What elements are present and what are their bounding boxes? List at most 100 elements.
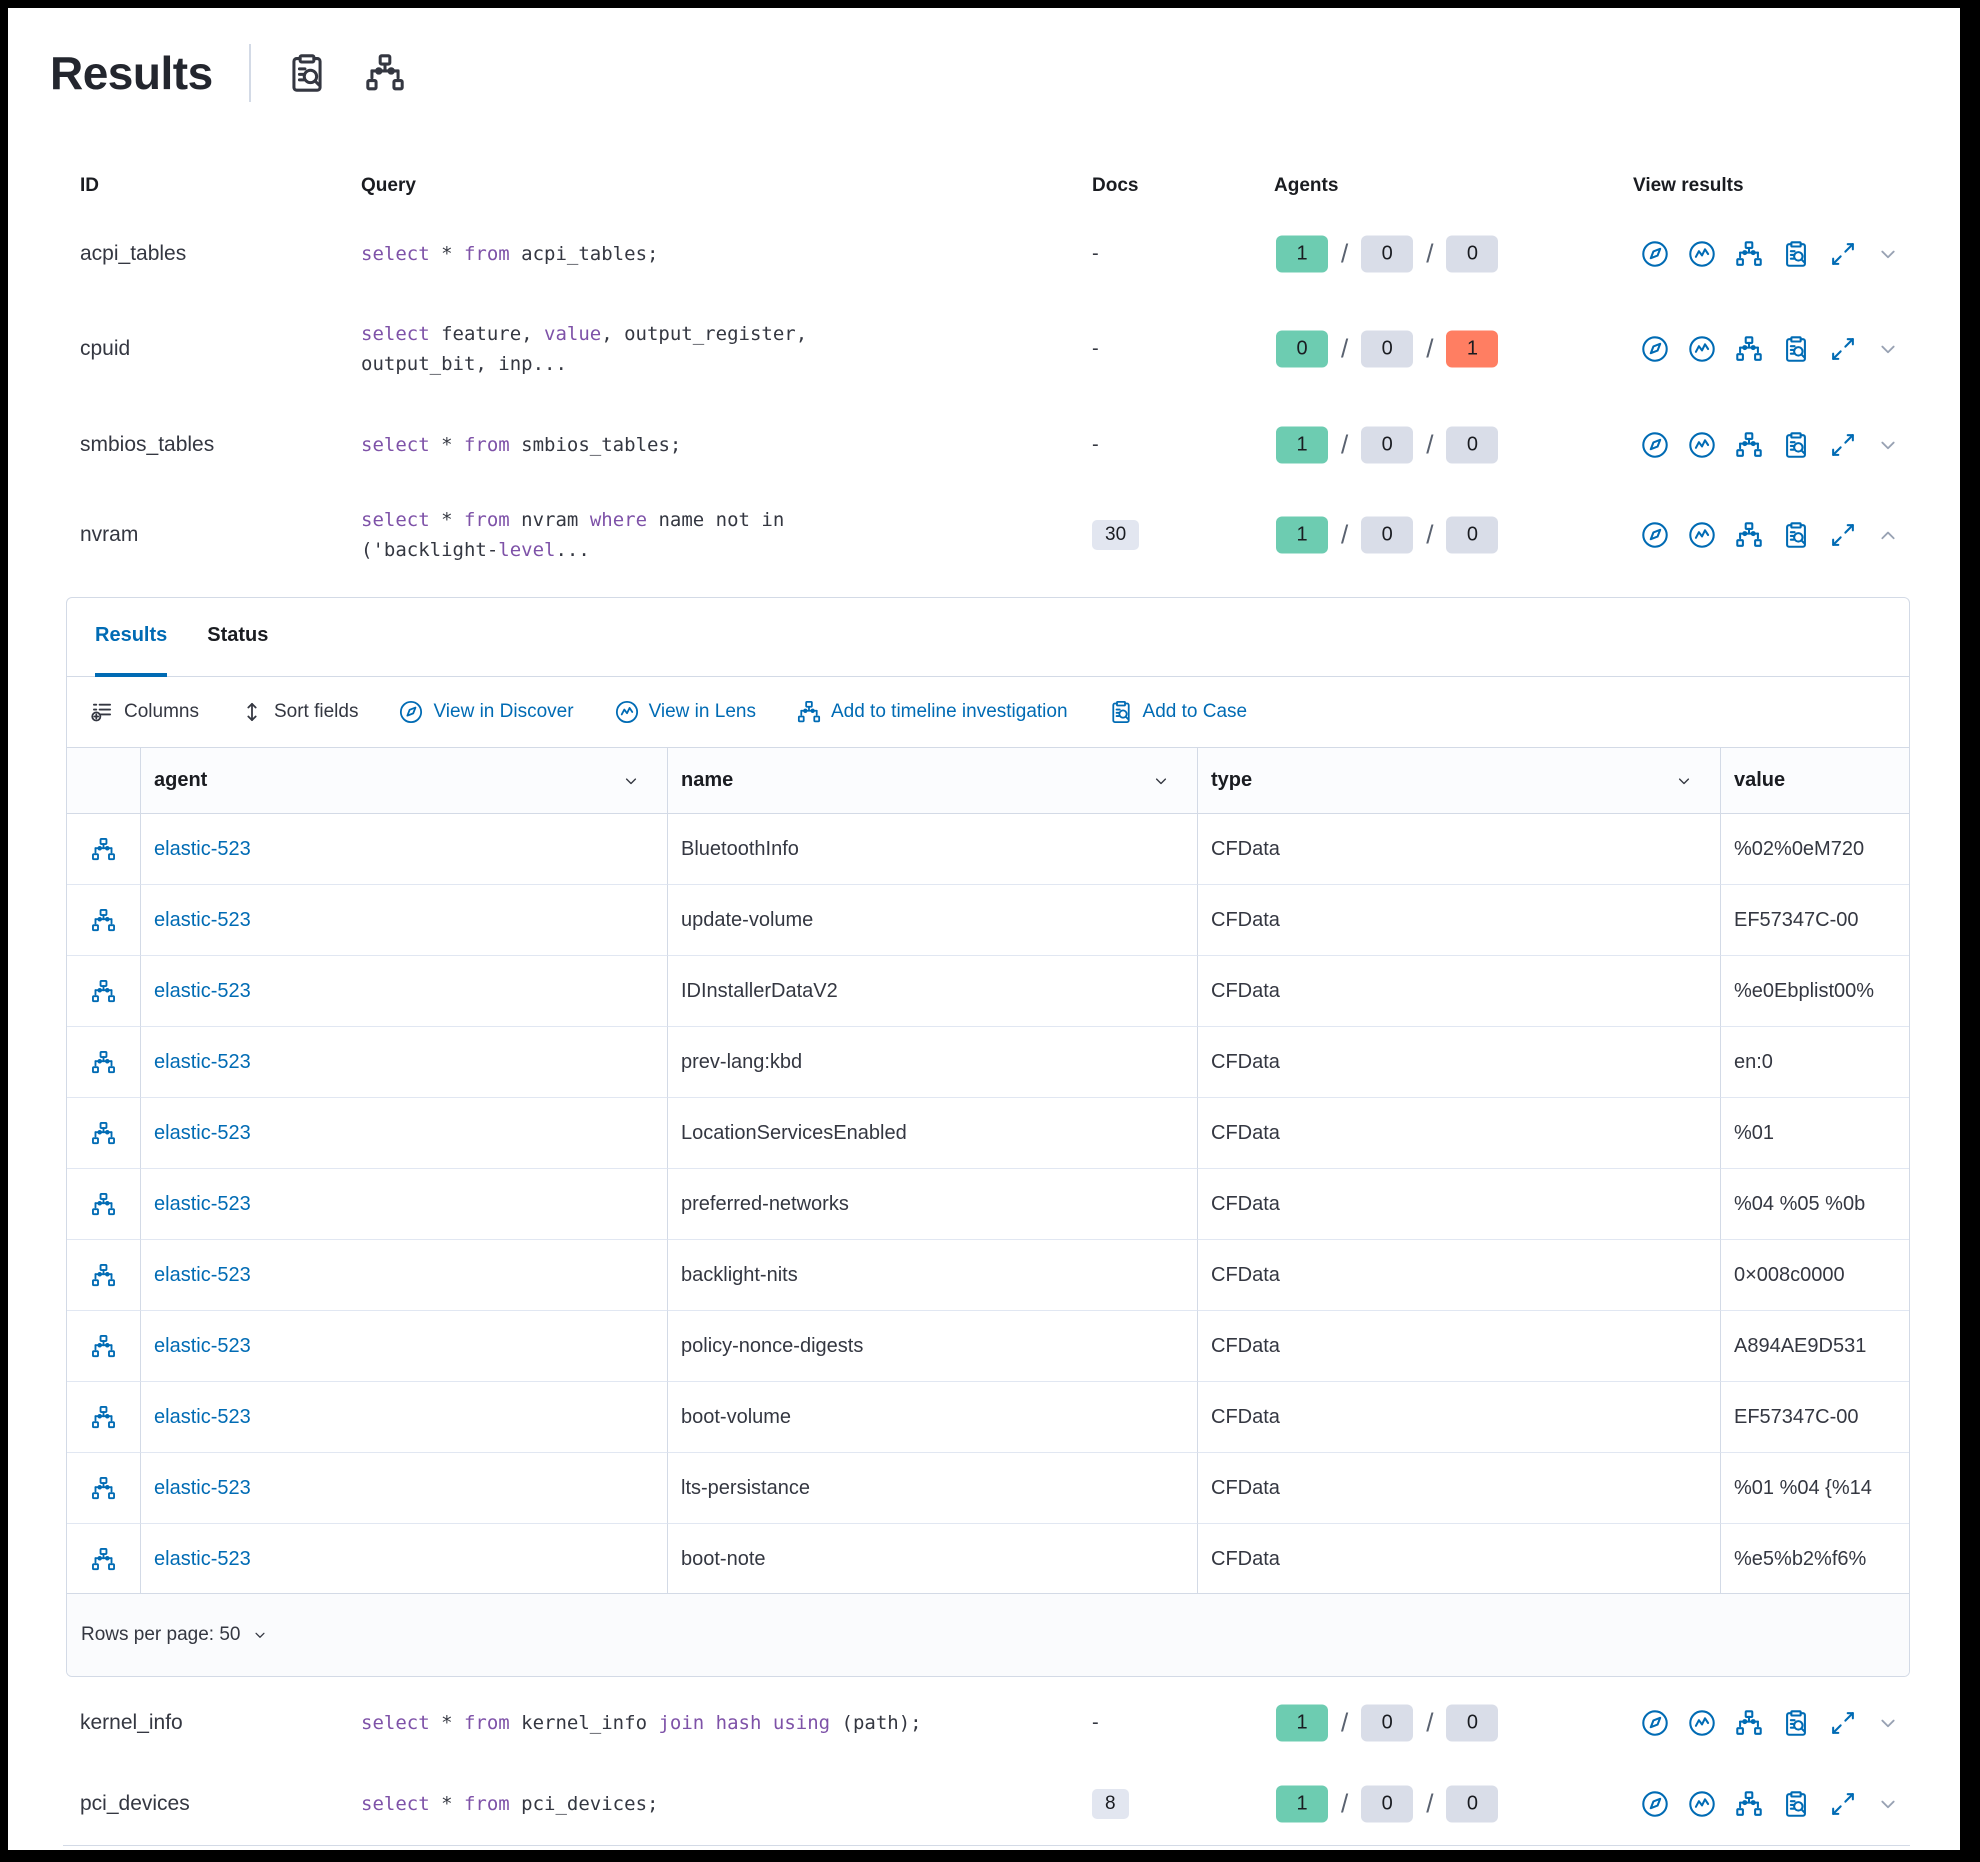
view-results-cell [1640, 239, 1901, 269]
row-details-button[interactable] [90, 907, 117, 934]
toolbar-add-to-timeline-investigation-button[interactable]: Add to timeline investigation [796, 699, 1068, 725]
chevron-down-icon [1881, 250, 1895, 259]
timeline-button[interactable] [1734, 430, 1764, 460]
discover-button[interactable] [1640, 430, 1670, 460]
agent-link[interactable]: elastic-523 [154, 908, 251, 931]
expand-button[interactable] [1828, 520, 1858, 550]
expand-icon [1832, 433, 1854, 456]
grid-cell-value: EF57347C-00 [1721, 885, 1909, 956]
inspect-results-button[interactable] [285, 51, 329, 95]
agent-link[interactable]: elastic-523 [154, 1263, 251, 1286]
tab-results[interactable]: Results [95, 598, 168, 677]
grid-column-header-name[interactable]: name [668, 748, 1198, 814]
discover-icon [400, 700, 423, 724]
discover-button[interactable] [1640, 1708, 1670, 1738]
agent-link[interactable]: elastic-523 [154, 1405, 251, 1428]
grid-column-header-agent[interactable]: agent [141, 748, 668, 814]
toolbar-sort-fields-button[interactable]: Sort fields [239, 699, 358, 725]
column-header-docs: Docs [1092, 175, 1139, 196]
lens-icon [1689, 335, 1715, 362]
row-details-button[interactable] [90, 1262, 117, 1289]
lens-button[interactable] [1687, 239, 1717, 269]
view-agents-tree-button[interactable] [363, 51, 407, 95]
panel-tabs: Results Status [67, 598, 1909, 677]
agents-default-badge: 0 [1446, 1785, 1499, 1822]
lens-button[interactable] [1687, 430, 1717, 460]
grid-cell-agent: elastic-523 [141, 1098, 668, 1169]
lens-button[interactable] [1687, 1789, 1717, 1819]
agents-cell: 1 / 0 / 0 [1276, 516, 1499, 554]
grid-column-header-type[interactable]: type [1198, 748, 1721, 814]
lens-button[interactable] [1687, 520, 1717, 550]
title-actions [285, 51, 407, 95]
expand-icon [1832, 243, 1854, 265]
docs-empty: - [1092, 1711, 1099, 1734]
agent-link[interactable]: elastic-523 [154, 837, 251, 860]
expand-button[interactable] [1828, 430, 1858, 460]
discover-button[interactable] [1640, 334, 1670, 364]
row-details-button[interactable] [90, 1404, 117, 1431]
timeline-icon [92, 1547, 115, 1570]
row-details-button[interactable] [90, 978, 117, 1005]
expand-button[interactable] [1828, 239, 1858, 269]
case-button[interactable] [1781, 334, 1811, 364]
row-details-button[interactable] [90, 1333, 117, 1360]
agent-link[interactable]: elastic-523 [154, 1050, 251, 1073]
row-details-button[interactable] [90, 836, 117, 863]
discover-button[interactable] [1640, 520, 1670, 550]
agents-success-badge: 1 [1276, 235, 1328, 273]
toolbar-view-in-lens-button[interactable]: View in Lens [614, 699, 756, 725]
case-button[interactable] [1781, 520, 1811, 550]
timeline-button[interactable] [1734, 239, 1764, 269]
agent-link[interactable]: elastic-523 [154, 979, 251, 1002]
expand-row-button[interactable] [1875, 241, 1901, 267]
case-icon [292, 54, 322, 92]
lens-button[interactable] [1687, 1708, 1717, 1738]
expand-row-button[interactable] [1875, 1710, 1901, 1736]
grid-cell-name: preferred-networks [668, 1169, 1198, 1240]
case-icon [1786, 1790, 1806, 1817]
agents-default-badge: 0 [1446, 516, 1499, 554]
view-results-cell [1640, 430, 1901, 460]
agent-link[interactable]: elastic-523 [154, 1192, 251, 1215]
case-button[interactable] [1781, 1708, 1811, 1738]
agent-link[interactable]: elastic-523 [154, 1121, 251, 1144]
expand-button[interactable] [1828, 1789, 1858, 1819]
timeline-button[interactable] [1734, 334, 1764, 364]
agent-link[interactable]: elastic-523 [154, 1476, 251, 1499]
lens-button[interactable] [1687, 334, 1717, 364]
case-button[interactable] [1781, 1789, 1811, 1819]
grid-cell-type: CFData [1198, 1524, 1721, 1595]
agent-link[interactable]: elastic-523 [154, 1334, 251, 1357]
case-button[interactable] [1781, 239, 1811, 269]
badge-separator: / [1426, 333, 1434, 363]
row-details-button[interactable] [90, 1475, 117, 1502]
row-details-button[interactable] [90, 1546, 117, 1573]
row-details-button[interactable] [90, 1191, 117, 1218]
toolbar-view-in-discover-button[interactable]: View in Discover [398, 699, 574, 725]
discover-button[interactable] [1640, 239, 1670, 269]
chevron-down-icon [1881, 1800, 1895, 1808]
timeline-button[interactable] [1734, 520, 1764, 550]
expand-button[interactable] [1828, 1708, 1858, 1738]
columns-icon [91, 703, 112, 722]
expand-row-button[interactable] [1875, 432, 1901, 458]
row-details-button[interactable] [90, 1120, 117, 1147]
timeline-button[interactable] [1734, 1789, 1764, 1819]
case-button[interactable] [1781, 430, 1811, 460]
expand-row-button[interactable] [1875, 336, 1901, 362]
discover-button[interactable] [1640, 1789, 1670, 1819]
rows-per-page-button[interactable]: Rows per page: 50 [81, 1624, 269, 1646]
toolbar-columns-button[interactable]: Columns [89, 699, 199, 725]
agent-link[interactable]: elastic-523 [154, 1547, 251, 1570]
row-details-button[interactable] [90, 1049, 117, 1076]
grid-row-actions [67, 814, 141, 885]
expand-button[interactable] [1828, 334, 1858, 364]
collapse-row-button[interactable] [1875, 522, 1901, 548]
tab-status[interactable]: Status [207, 624, 269, 646]
query-id: cpuid [80, 336, 131, 360]
timeline-button[interactable] [1734, 1708, 1764, 1738]
expand-row-button[interactable] [1875, 1791, 1901, 1817]
timeline-icon [365, 54, 404, 91]
toolbar-add-to-case-button[interactable]: Add to Case [1108, 699, 1247, 725]
